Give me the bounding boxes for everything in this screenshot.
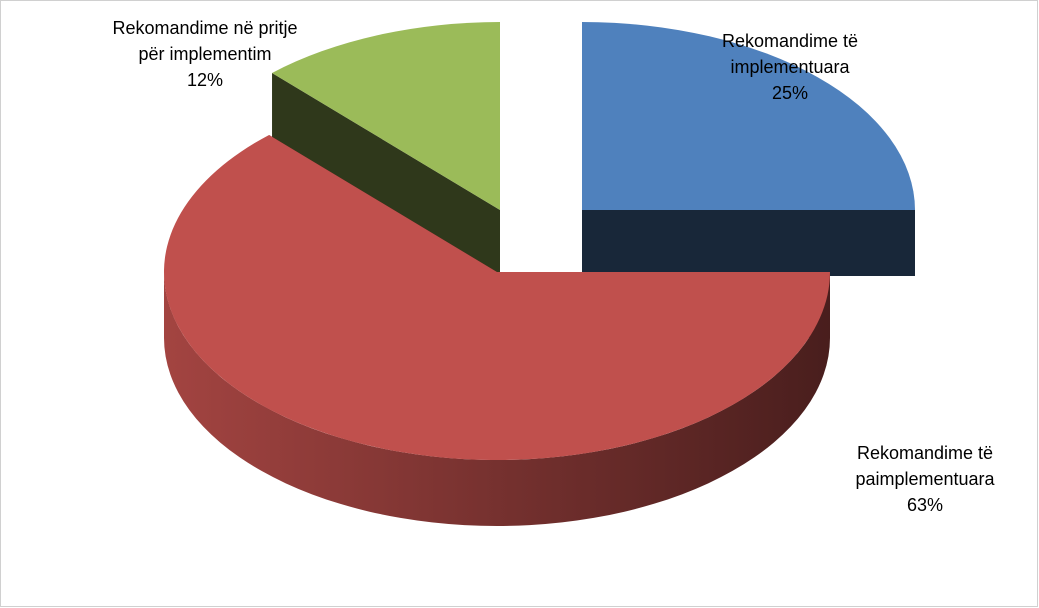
slice-side: [272, 72, 500, 277]
label-name: Rekomandime në pritje për implementim: [112, 18, 298, 64]
slice: [164, 134, 831, 460]
slice-outer-side: [164, 272, 830, 526]
label-value: 25%: [771, 83, 809, 103]
data-label: Rekomandime të implementuara 25%: [690, 28, 890, 106]
label-name: Rekomandime të implementuara: [721, 31, 859, 77]
slice-side: [582, 210, 915, 276]
label-value: 12%: [186, 70, 224, 90]
label-value: 63%: [906, 495, 944, 515]
data-label: Rekomandime në pritje për implementim 12%: [105, 15, 305, 93]
data-label: Rekomandime të paimplementuara 63%: [832, 440, 1018, 518]
label-name: Rekomandime të paimplementuara: [855, 443, 995, 489]
slice: [272, 22, 500, 210]
slice: [582, 22, 915, 210]
